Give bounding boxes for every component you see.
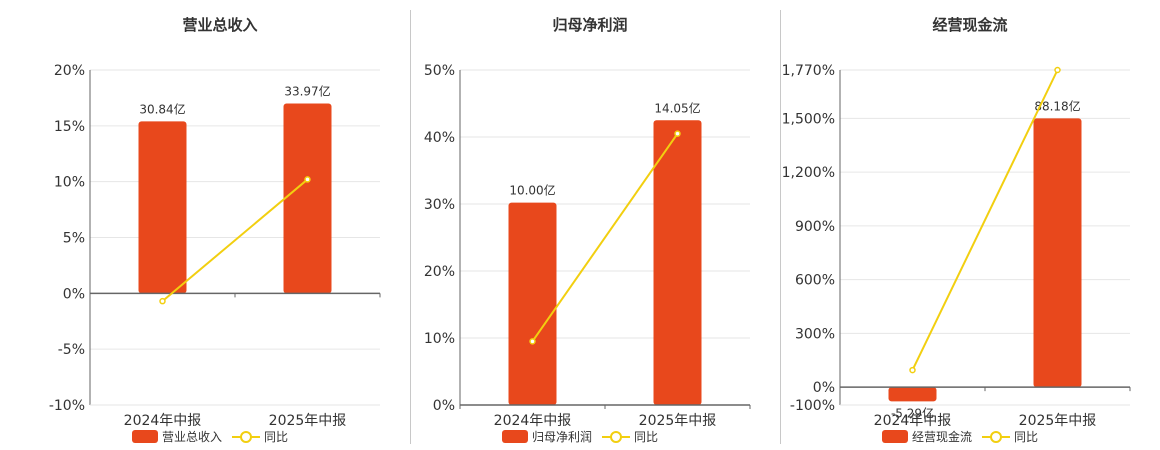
x-tick-label: 2025年中报 [269, 413, 347, 429]
y-tick-label: 40% [424, 130, 455, 146]
bar[interactable] [138, 121, 187, 294]
line-series [531, 133, 679, 342]
line-point[interactable] [1054, 66, 1061, 74]
legend-item-line[interactable]: 同比 [232, 428, 288, 445]
chart-title: 归母净利润 [552, 16, 628, 34]
line-point[interactable] [529, 338, 536, 345]
bar[interactable] [283, 103, 332, 294]
chart-svg: 0% 10% 20% 30% 40% 50% 10.00亿 14.05亿 2024年中报 2025… [424, 63, 751, 429]
y-tick-label: -5% [58, 342, 85, 358]
y-tick-label: 10% [54, 175, 85, 191]
line-point[interactable] [909, 366, 916, 374]
line-point[interactable] [674, 130, 681, 137]
legend-bar-swatch [502, 430, 528, 443]
chart-panel-cash-flow: 经营现金流 -100% 0% 300% 600% 900% 1,200% 1,500% 1,7… [780, 0, 1160, 450]
legend-item-bar[interactable]: 营业总收入 [132, 428, 222, 445]
legend-line-swatch [602, 430, 631, 444]
y-tick-label: 10% [424, 331, 455, 347]
y-tick-label: 300% [795, 326, 835, 342]
bar-data-label: 14.05亿 [654, 100, 700, 115]
legend-item-bar[interactable]: 经营现金流 [882, 428, 972, 445]
bar-data-label: 33.97亿 [284, 84, 330, 99]
legend-label: 归母净利润 [532, 430, 593, 444]
legend-label: 经营现金流 [912, 430, 973, 444]
y-tick-label: 1,200% [782, 165, 835, 181]
panel-divider [780, 10, 781, 444]
x-tick-label: 2025年中报 [1019, 413, 1097, 429]
legend-label: 同比 [264, 430, 289, 444]
legend-label: 同比 [634, 430, 659, 444]
bar-data-label: 88.18亿 [1034, 98, 1080, 113]
legend: 归母净利润 同比 [502, 428, 668, 445]
y-tick-label: 20% [54, 63, 85, 79]
y-tick-label: 600% [795, 273, 835, 289]
chart-svg: -100% 0% 300% 600% 900% 1,200% 1,500% 1,770% -5.… [782, 63, 1131, 429]
chart-panel-revenue: 营业总收入 -10% -5% 0% 5% 10% 15% 20% 30.84亿 33.97亿 20… [30, 0, 410, 450]
y-tick-label: 0% [433, 398, 455, 414]
legend: 经营现金流 同比 [882, 428, 1048, 445]
bar-data-label: 30.84亿 [139, 101, 185, 116]
x-tick-label: 2024年中报 [874, 413, 952, 429]
legend-item-line[interactable]: 同比 [602, 428, 658, 445]
chart-svg: -10% -5% 0% 5% 10% 15% 20% 30.84亿 33.97亿 2024年中报 2… [49, 63, 381, 429]
x-tick-label: 2024年中报 [494, 413, 572, 429]
y-tick-label: 1,770% [782, 63, 835, 79]
chart-panel-net-profit: 归母净利润 0% 10% 20% 30% 40% 50% 10.00亿 14.05亿 2024年… [400, 0, 780, 450]
bar[interactable] [1033, 118, 1082, 388]
legend: 营业总收入 同比 [132, 428, 298, 445]
bar[interactable] [508, 202, 557, 405]
y-tick-label: 30% [424, 197, 455, 213]
line-point[interactable] [304, 176, 311, 183]
panel-divider [410, 10, 411, 444]
legend-item-line[interactable]: 同比 [982, 428, 1038, 445]
legend-line-swatch [982, 430, 1011, 444]
legend-label: 同比 [1014, 430, 1039, 444]
y-tick-label: 0% [63, 286, 85, 302]
y-tick-label: 5% [63, 231, 85, 247]
legend-item-bar[interactable]: 归母净利润 [502, 428, 592, 445]
line-series [161, 178, 309, 302]
y-tick-label: -100% [790, 398, 835, 414]
line-point[interactable] [159, 297, 166, 305]
chart-title: 经营现金流 [932, 16, 1008, 34]
bar[interactable] [653, 120, 702, 405]
y-tick-label: 20% [424, 264, 455, 280]
y-tick-label: 50% [424, 63, 455, 79]
y-tick-label: 900% [795, 219, 835, 235]
chart-title: 营业总收入 [182, 16, 258, 34]
bar-data-label: -5.29亿 [891, 405, 934, 420]
legend-bar-swatch [882, 430, 908, 443]
y-tick-label: 0% [813, 380, 835, 396]
legend-bar-swatch [132, 430, 158, 443]
bar-data-label: 10.00亿 [509, 183, 555, 198]
line-series [911, 69, 1059, 371]
x-tick-label: 2024年中报 [124, 413, 202, 429]
bar[interactable] [888, 387, 937, 402]
legend-line-swatch [232, 430, 261, 444]
y-tick-label: 1,500% [782, 111, 835, 127]
y-tick-label: 15% [54, 119, 85, 135]
y-tick-label: -10% [49, 398, 85, 414]
legend-label: 营业总收入 [162, 430, 223, 444]
x-tick-label: 2025年中报 [639, 413, 717, 429]
